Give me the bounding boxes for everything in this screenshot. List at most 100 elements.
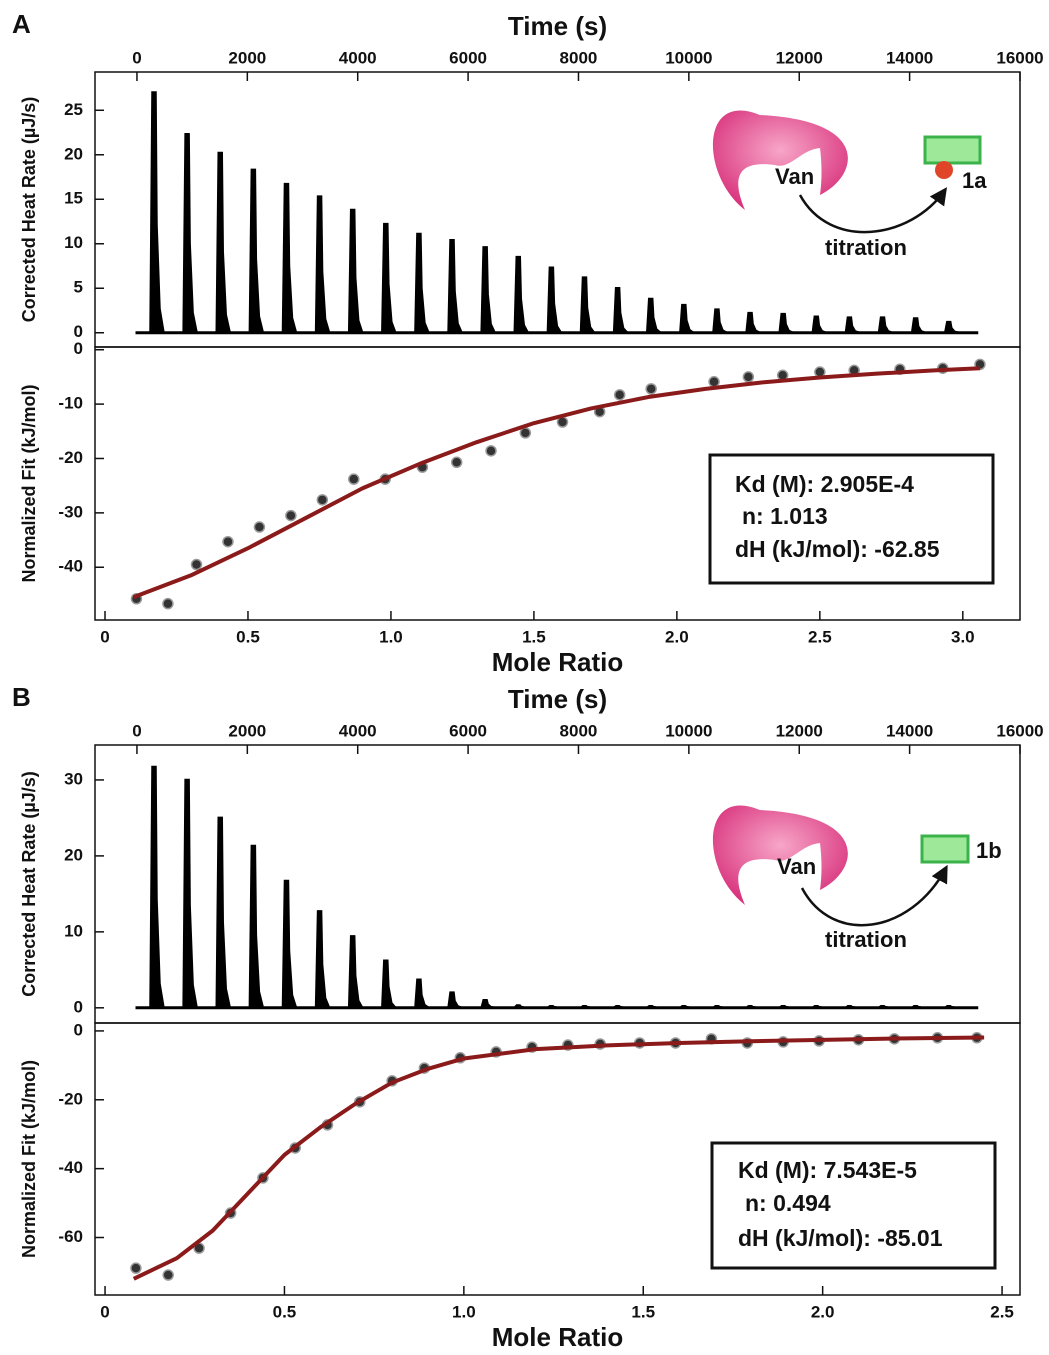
- peak: [745, 1005, 760, 1010]
- peak: [215, 816, 231, 1009]
- y-tick-label: -20: [58, 448, 83, 467]
- peak: [579, 276, 596, 334]
- x-axis-title: Mole Ratio: [492, 1322, 623, 1352]
- diagram-label: 1a: [962, 168, 987, 193]
- x-tick-label: 4000: [339, 48, 377, 67]
- x-tick-label: 2.5: [990, 1302, 1014, 1321]
- peak: [447, 991, 462, 1009]
- x-tick-label: 6000: [449, 721, 487, 740]
- diagram: Van titration 1b: [712, 805, 1002, 952]
- y-axis-title: Normalized Fit (kJ/mol): [19, 1060, 39, 1258]
- y-tick-label: -20: [58, 1089, 83, 1108]
- y-tick-label: -40: [58, 557, 83, 576]
- data-point: [316, 494, 329, 506]
- y-tick-label: 0: [74, 997, 83, 1016]
- y-tick-label: 20: [64, 845, 83, 864]
- ligand-box: [920, 834, 970, 864]
- x-axis-title: Mole Ratio: [492, 647, 623, 677]
- y-tick-label: 10: [64, 233, 83, 252]
- y-tick-label: 0: [74, 322, 83, 341]
- diagram-label: 1b: [976, 838, 1002, 863]
- data-point: [742, 371, 755, 383]
- x-tick-label: 1.0: [379, 627, 403, 646]
- peak: [381, 222, 397, 334]
- x-tick-label: 2.0: [665, 627, 689, 646]
- peak: [580, 1005, 595, 1010]
- peak: [944, 320, 959, 334]
- x-tick-label: 3.0: [951, 627, 975, 646]
- y-tick-label: -60: [58, 1227, 83, 1246]
- y-axis-title: Normalized Fit (kJ/mol): [19, 384, 39, 582]
- diagram-label: Van: [777, 854, 816, 879]
- y-tick-label: 0: [74, 339, 83, 358]
- x-tick-label: 1.5: [631, 1302, 655, 1321]
- peak: [812, 1005, 826, 1010]
- peak: [513, 255, 529, 334]
- plot-frame: [94, 71, 1021, 348]
- peak: [745, 311, 761, 334]
- annotation: Kd (M): 7.543E-5: [738, 1157, 917, 1183]
- data-point: [285, 509, 297, 522]
- x-tick-label: 4000: [339, 721, 377, 740]
- y-tick-label: 10: [64, 921, 83, 940]
- arrow: [800, 864, 948, 927]
- protein-shape: [712, 805, 848, 905]
- peak: [347, 208, 364, 334]
- annotation: dH (kJ/mol): -62.85: [735, 536, 940, 562]
- data-point: [190, 558, 203, 571]
- x-tick-label: 6000: [449, 48, 487, 67]
- x-tick-label: 0: [132, 721, 141, 740]
- x-tick-label: 8000: [560, 721, 598, 740]
- y-axis-title: Corrected Heat Rate (µJ/s): [19, 771, 39, 996]
- diagram-label: titration: [825, 927, 907, 952]
- fit-box-frame: [708, 453, 995, 585]
- peak: [679, 1005, 694, 1010]
- peak: [149, 91, 165, 333]
- x-tick-label: 14000: [886, 48, 933, 67]
- x-tick-label: 2000: [228, 721, 266, 740]
- x-tick-label: 1.5: [522, 627, 546, 646]
- x-tick-label: 14000: [886, 721, 933, 740]
- peak: [877, 316, 893, 334]
- arrow: [798, 187, 948, 234]
- ligand-dot: [935, 161, 953, 179]
- data-point: [485, 445, 497, 457]
- annotation: dH (kJ/mol): -85.01: [738, 1225, 943, 1251]
- peak: [149, 765, 165, 1009]
- peak: [613, 1005, 628, 1010]
- data-point: [222, 535, 234, 548]
- peak: [381, 959, 397, 1009]
- x-tick-label: 0: [100, 627, 109, 646]
- x-tick-label: 1.0: [452, 1302, 476, 1321]
- peak: [845, 1005, 859, 1010]
- fit-line: [132, 1035, 985, 1281]
- y-tick-label: 0: [74, 1020, 83, 1039]
- peak: [646, 1005, 661, 1010]
- peak: [778, 1005, 793, 1010]
- data-point: [450, 456, 463, 469]
- peak: [778, 312, 794, 334]
- fit-box: Kd (M): 2.905E-4 n: 1.013 dH (kJ/mol): -…: [708, 453, 995, 585]
- x-axis-title: Time (s): [508, 684, 607, 714]
- peak: [182, 778, 198, 1009]
- y-axis-title: Corrected Heat Rate (µJ/s): [19, 97, 39, 322]
- annotation: n: 1.013: [742, 503, 828, 529]
- fit-box: Kd (M): 7.543E-5 n: 0.494 dH (kJ/mol): -…: [710, 1141, 997, 1270]
- y-tick-label: -40: [58, 1158, 83, 1177]
- peak: [546, 266, 562, 334]
- plot-frame: [94, 1022, 1021, 1296]
- y-tick-label: 30: [64, 769, 83, 788]
- x-tick-label: 0.5: [273, 1302, 297, 1321]
- y-tick-label: 5: [74, 278, 83, 297]
- y-tick-label: 25: [64, 100, 83, 119]
- x-tick-label: 0.5: [236, 627, 260, 646]
- peak: [314, 195, 331, 334]
- x-tick-label: 2000: [228, 48, 266, 67]
- annotation: n: 0.494: [745, 1190, 831, 1216]
- diagram-label: Van: [775, 164, 814, 189]
- fit-box-frame: [710, 1141, 997, 1270]
- peak: [248, 168, 265, 334]
- peak: [844, 316, 860, 334]
- peak: [712, 308, 728, 334]
- ligand-box: [923, 135, 982, 165]
